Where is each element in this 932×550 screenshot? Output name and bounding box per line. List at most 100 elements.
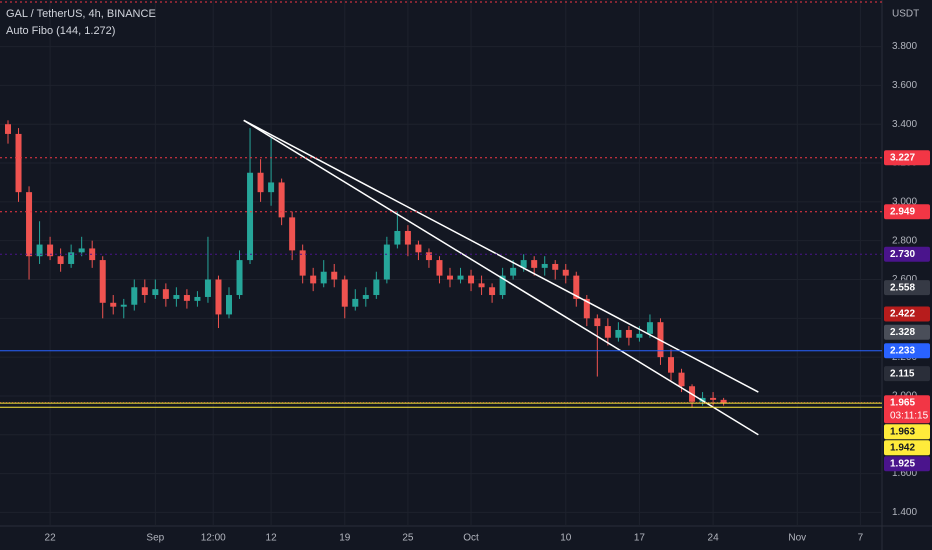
candle-body bbox=[225, 295, 232, 315]
candle-body bbox=[141, 287, 148, 296]
candle-body bbox=[131, 287, 138, 305]
x-tick-label: 19 bbox=[339, 533, 351, 544]
candle-body bbox=[457, 275, 464, 280]
candle-body bbox=[194, 296, 201, 301]
candle-body bbox=[289, 217, 296, 251]
candle-body bbox=[446, 275, 453, 280]
price-tag-label: 1.942 bbox=[890, 442, 915, 453]
x-tick-label: 12 bbox=[266, 533, 278, 544]
x-tick-label: 7 bbox=[858, 533, 864, 544]
candle-body bbox=[583, 298, 590, 319]
candle-body bbox=[562, 269, 569, 276]
price-tag bbox=[884, 343, 930, 359]
price-tag-label: 2.115 bbox=[890, 368, 915, 379]
candle-body bbox=[478, 283, 485, 288]
candle-body bbox=[257, 172, 264, 193]
candle-body bbox=[341, 279, 348, 307]
price-tag bbox=[884, 424, 930, 440]
y-tick-label: 2.800 bbox=[892, 235, 917, 246]
x-tick-label: 22 bbox=[45, 533, 57, 544]
candle-body bbox=[68, 252, 75, 264]
price-tag bbox=[884, 366, 930, 382]
candle-body bbox=[362, 295, 369, 299]
y-tick-label: 1.400 bbox=[892, 507, 917, 518]
candle-body bbox=[625, 329, 632, 338]
candle-body bbox=[425, 252, 432, 261]
candle-body bbox=[404, 230, 411, 245]
candle-body bbox=[510, 267, 517, 276]
candle-body bbox=[204, 279, 211, 297]
price-tag bbox=[884, 440, 930, 456]
candle-body bbox=[667, 357, 674, 373]
trendline bbox=[243, 119, 759, 436]
price-tag bbox=[884, 324, 930, 340]
price-tag bbox=[884, 204, 930, 220]
candle-body bbox=[299, 250, 306, 276]
price-tag bbox=[884, 395, 930, 424]
candle-body bbox=[120, 304, 127, 307]
candle-body bbox=[15, 133, 22, 193]
candle-body bbox=[520, 260, 527, 268]
price-axis: 3.8003.6003.4003.2003.0002.8002.6002.400… bbox=[884, 41, 930, 518]
y-tick-label: 3.600 bbox=[892, 80, 917, 91]
candle-body bbox=[47, 244, 54, 257]
y-tick-label: 3.000 bbox=[892, 197, 917, 208]
price-tag bbox=[884, 456, 930, 472]
candle-body bbox=[531, 260, 538, 268]
candle-body bbox=[604, 326, 611, 338]
candle-body bbox=[78, 248, 85, 253]
candle-body bbox=[99, 260, 106, 303]
candle-body bbox=[594, 318, 601, 327]
candle-body bbox=[173, 295, 180, 299]
candle-body bbox=[710, 397, 717, 400]
candle-body bbox=[36, 244, 43, 257]
price-tag-label: 1.963 bbox=[890, 426, 915, 437]
y-tick-label: 3.400 bbox=[892, 119, 917, 130]
y-tick-label: 3.800 bbox=[892, 41, 917, 52]
x-tick-label: 17 bbox=[634, 533, 646, 544]
candle-body bbox=[489, 287, 496, 296]
candle-body bbox=[573, 275, 580, 299]
price-tag-label: 1.965 bbox=[890, 397, 915, 408]
plot bbox=[0, 1, 882, 436]
candle-body bbox=[162, 289, 169, 299]
x-tick-label: 25 bbox=[402, 533, 414, 544]
candle-body bbox=[541, 263, 548, 268]
candle-body bbox=[373, 279, 380, 296]
candle-body bbox=[468, 275, 475, 284]
price-tag-label: 3.227 bbox=[890, 152, 915, 163]
candle-body bbox=[415, 244, 422, 253]
candle-body bbox=[89, 248, 96, 261]
indicator-label: Auto Fibo (144, 1.272) bbox=[6, 25, 115, 37]
trendline bbox=[243, 119, 759, 393]
candle-body bbox=[4, 124, 11, 134]
x-tick-label: 12:00 bbox=[201, 533, 226, 544]
candle-body bbox=[615, 329, 622, 338]
candle-body bbox=[436, 260, 443, 276]
candle-body bbox=[247, 172, 254, 261]
candle-body bbox=[646, 322, 653, 334]
candle-body bbox=[720, 399, 727, 403]
price-tag bbox=[884, 306, 930, 322]
grid bbox=[0, 0, 882, 526]
candle-body bbox=[26, 192, 33, 257]
countdown: 03:11:15 bbox=[890, 410, 929, 421]
chart-title: GAL / TetherUS, 4h, BINANCE bbox=[6, 8, 156, 20]
x-tick-label: Nov bbox=[788, 533, 806, 544]
y-tick-label: 1.600 bbox=[892, 468, 917, 479]
x-tick-label: Oct bbox=[463, 533, 479, 544]
price-tag-label: 2.328 bbox=[890, 327, 915, 338]
price-tag-label: 2.949 bbox=[890, 206, 915, 217]
candle-body bbox=[678, 372, 685, 387]
price-tag bbox=[884, 246, 930, 262]
x-tick-label: 10 bbox=[560, 533, 572, 544]
price-tag-label: 2.730 bbox=[890, 249, 915, 260]
y-tick-label: 2.600 bbox=[892, 274, 917, 285]
candle-body bbox=[499, 275, 506, 296]
price-tag-label: 1.925 bbox=[890, 458, 915, 469]
candle-body bbox=[152, 289, 159, 296]
price-tag-label: 2.422 bbox=[890, 309, 915, 320]
price-tag bbox=[884, 280, 930, 296]
candle-body bbox=[331, 271, 338, 280]
y-axis-label: USDT bbox=[892, 9, 919, 20]
